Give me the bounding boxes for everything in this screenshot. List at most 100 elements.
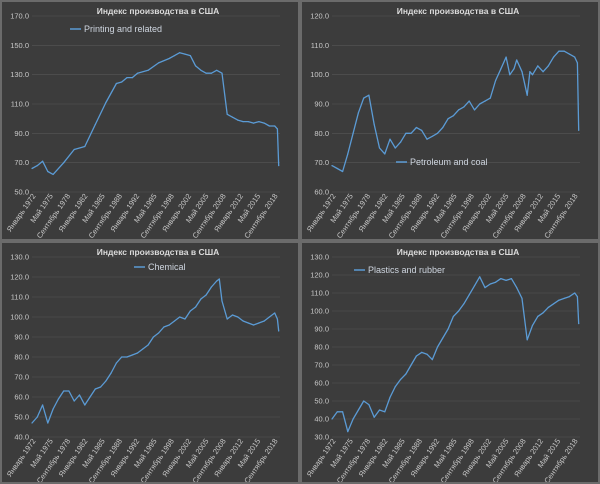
data-point (473, 109, 476, 111)
y-tick-label: 100.0 (310, 70, 329, 79)
data-point (158, 62, 160, 64)
data-point (447, 328, 449, 330)
data-point (389, 138, 391, 140)
data-point (121, 356, 123, 358)
data-point (415, 355, 417, 357)
data-point (447, 118, 449, 120)
y-tick-label: 90.0 (14, 129, 29, 138)
data-point (131, 77, 133, 79)
data-point (52, 173, 54, 175)
y-tick-label: 50.0 (314, 397, 329, 406)
data-point (489, 97, 491, 99)
y-tick-label: 90.0 (14, 333, 29, 342)
y-tick-label: 130.0 (310, 253, 329, 262)
data-point (276, 128, 278, 130)
data-point (237, 119, 239, 121)
data-point (36, 416, 38, 418)
y-tick-label: 80.0 (314, 129, 329, 138)
chart-plastics: Индекс производства в США 30.0 40.0 50.0 60.… (305, 247, 580, 482)
data-point (431, 135, 433, 137)
data-point (179, 52, 181, 54)
data-point (479, 276, 481, 278)
y-tick-label: 70.0 (14, 373, 29, 382)
data-point (278, 330, 280, 332)
chart-title: Индекс производства в США (97, 247, 220, 257)
data-point (357, 112, 359, 114)
data-point (576, 296, 578, 298)
y-tick-label: 120.0 (310, 12, 329, 21)
data-point (484, 100, 486, 102)
data-point (500, 68, 502, 70)
data-point (105, 380, 107, 382)
data-point (489, 283, 491, 285)
data-point (263, 320, 265, 322)
data-point (78, 394, 81, 396)
data-point (479, 103, 481, 105)
data-point (558, 50, 560, 52)
data-point (205, 72, 207, 74)
series-line (31, 278, 280, 424)
data-point (537, 315, 539, 317)
y-tick-label: 110.0 (11, 293, 29, 302)
data-point (189, 310, 191, 312)
data-point (553, 303, 555, 305)
data-point (342, 170, 344, 173)
data-point (274, 125, 276, 127)
data-point (268, 125, 270, 127)
data-point (131, 354, 133, 356)
y-tick-label: 130.0 (10, 70, 29, 79)
data-point (226, 113, 228, 115)
chart-title: Индекс производства в США (397, 247, 520, 257)
data-point (578, 129, 580, 131)
chart-petroleum: Индекс производства в США 60.0 70.0 80.0 90.… (305, 6, 580, 239)
data-point (495, 79, 497, 82)
data-point (253, 324, 255, 326)
y-tick-label: 50.0 (14, 188, 29, 197)
data-point (578, 323, 580, 325)
data-point (531, 324, 534, 326)
data-point (394, 386, 396, 388)
data-point (110, 372, 112, 374)
y-tick-label: 50.0 (14, 413, 29, 422)
data-point (94, 123, 96, 126)
data-point (500, 278, 502, 280)
data-point (400, 141, 402, 143)
data-point (195, 306, 197, 308)
data-point (331, 418, 333, 420)
data-point (357, 409, 359, 411)
data-point (210, 286, 212, 288)
data-point (247, 121, 249, 123)
data-point (210, 72, 212, 74)
y-tick-label: 150.0 (10, 41, 29, 50)
data-point (473, 285, 476, 287)
data-point (521, 71, 523, 73)
data-point (553, 56, 555, 58)
data-point (442, 337, 444, 339)
data-point (276, 318, 278, 320)
data-point (384, 153, 386, 155)
data-point (513, 68, 515, 70)
data-point (226, 318, 228, 320)
data-point (458, 109, 460, 111)
data-point (547, 306, 549, 308)
data-point (221, 300, 223, 302)
data-point (373, 416, 375, 418)
data-point (258, 322, 260, 324)
data-point (52, 408, 54, 410)
data-point (363, 97, 365, 99)
data-point (463, 303, 465, 305)
data-point (458, 310, 460, 312)
data-point (576, 62, 578, 64)
series-line (331, 276, 580, 433)
chart-title: Индекс производства в США (397, 6, 520, 16)
data-point (216, 69, 218, 71)
data-point (168, 324, 170, 326)
data-point (205, 294, 207, 296)
data-point (221, 72, 223, 74)
y-tick-label: 110.0 (11, 100, 29, 109)
data-point (94, 388, 96, 390)
y-tick-label: 60.0 (314, 188, 329, 197)
data-point (389, 396, 391, 398)
data-point (57, 398, 60, 400)
data-point (242, 121, 244, 123)
